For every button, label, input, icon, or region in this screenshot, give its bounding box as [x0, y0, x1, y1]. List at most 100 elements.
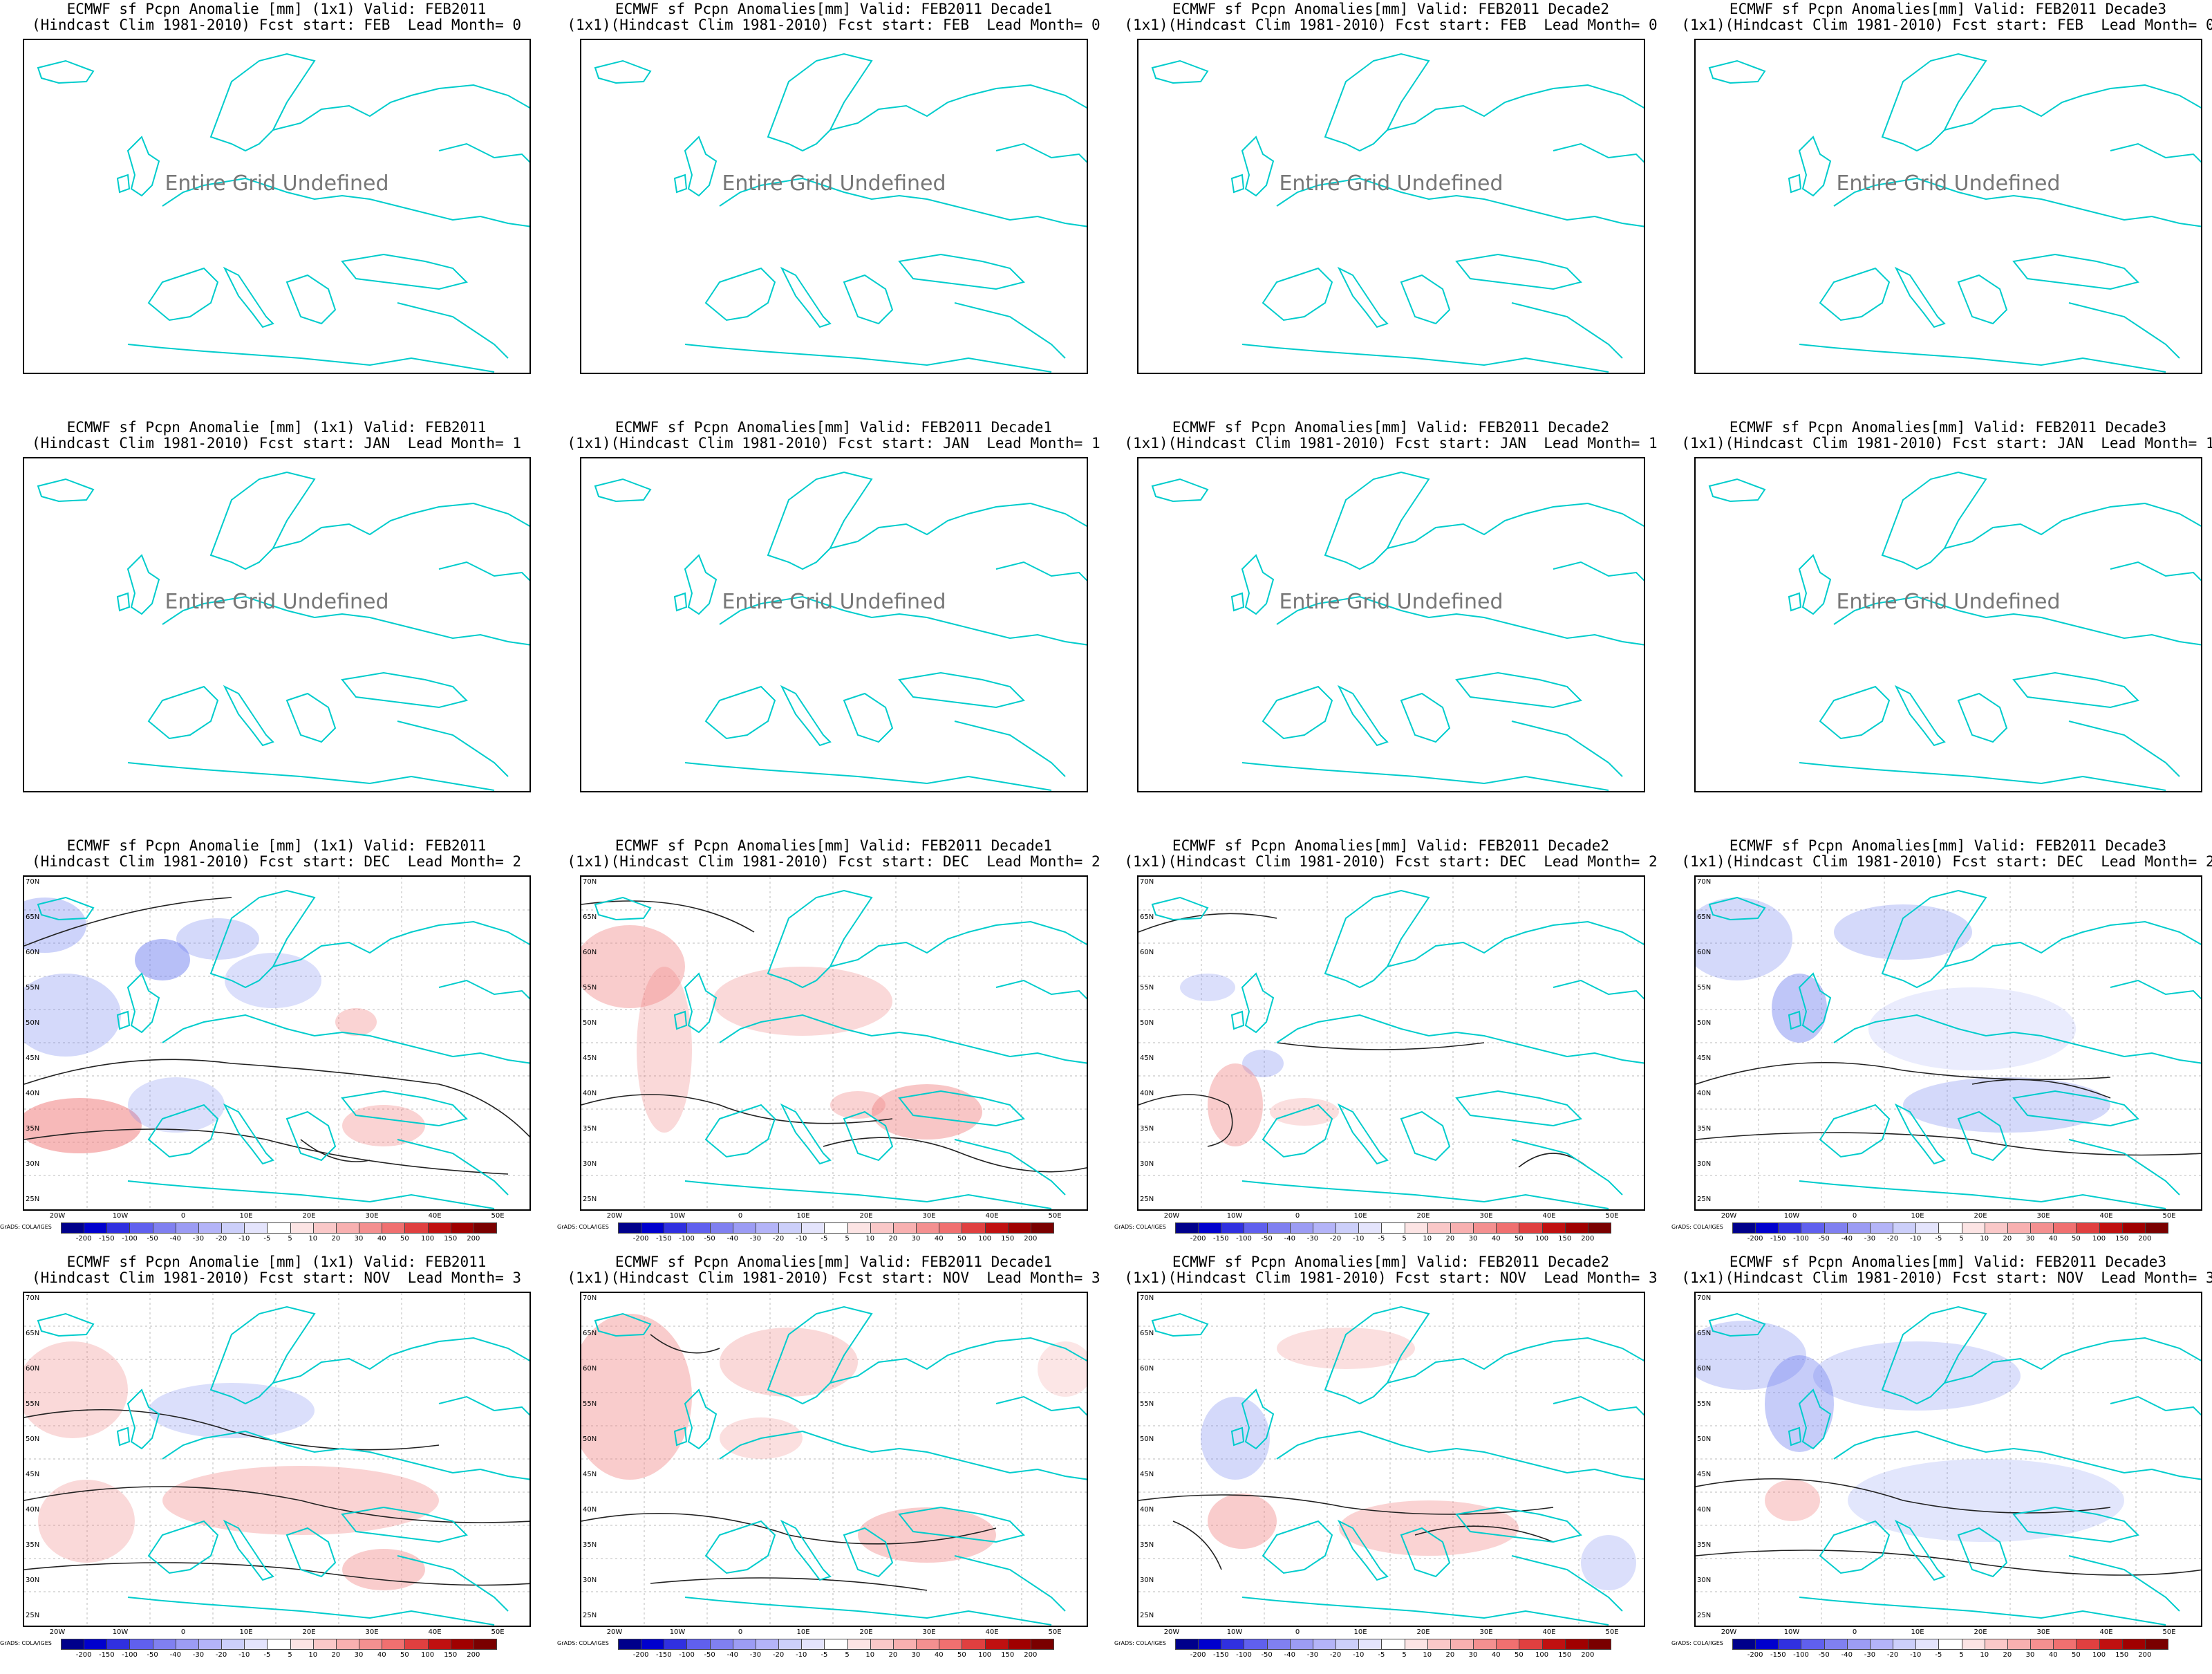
anomaly-shading — [858, 1507, 996, 1563]
colorbar-swatch — [267, 1222, 291, 1234]
europe-map — [37, 471, 529, 791]
colorbar-tick: -40 — [1841, 1235, 1853, 1243]
coastline — [1276, 1430, 1644, 1480]
lat-label: 50N — [1697, 1019, 1712, 1027]
anomaly-shading — [1277, 1328, 1415, 1369]
colorbar-tick: -30 — [1306, 1235, 1319, 1243]
lat-label: 40N — [1697, 1090, 1712, 1097]
lat-label: 70N — [26, 1294, 40, 1302]
lon-label: 0 — [180, 1628, 186, 1636]
colorbar-swatch — [1335, 1639, 1360, 1650]
coastline — [1894, 1519, 1946, 1581]
coastline — [37, 478, 95, 503]
lon-label: 20E — [1974, 1212, 1987, 1220]
colorbar-tick: -20 — [215, 1235, 227, 1243]
coastline — [1957, 692, 2008, 743]
coastline — [1511, 1139, 1623, 1196]
colorbar-swatch — [962, 1639, 986, 1650]
lon-label: 20W — [606, 1628, 623, 1636]
colorbar-swatch — [312, 1222, 337, 1234]
colorbar-swatch — [801, 1639, 825, 1650]
lat-label: 30N — [583, 1577, 597, 1584]
map-plot-area: 70N 65N 60N 55N 50N 45N 40N 35N 30N 25N — [1137, 875, 1645, 1211]
colorbar-tick: -5 — [1935, 1235, 1942, 1243]
colorbar-tick: 100 — [1535, 1651, 1549, 1659]
colorbar-tick: 200 — [1581, 1235, 1595, 1243]
colorbar-tick: -5 — [1378, 1651, 1385, 1659]
colorbar-swatch — [1496, 1222, 1520, 1234]
colorbar-swatch — [1473, 1222, 1497, 1234]
colorbar-tick: -10 — [1910, 1651, 1922, 1659]
contour-line — [24, 1486, 529, 1523]
coastline — [1798, 136, 1832, 197]
colorbar-swatch — [1007, 1639, 1031, 1650]
coastline — [767, 889, 873, 989]
coastline — [126, 1388, 160, 1450]
map-panel: ECMWF sf Pcpn Anomalies[mm] Valid: FEB20… — [557, 1253, 1110, 1661]
lat-label: 60N — [1140, 1365, 1154, 1373]
coastline — [843, 1527, 894, 1578]
lat-label: 70N — [1140, 1294, 1154, 1302]
lon-label: 20W — [49, 1628, 66, 1636]
anomaly-shading — [637, 967, 692, 1133]
contour-line — [1138, 913, 1277, 933]
colorbar-swatch — [1030, 1222, 1054, 1234]
colorbar-swatch — [290, 1639, 314, 1650]
lat-label: 50N — [583, 1435, 597, 1443]
lon-label: 10E — [796, 1212, 810, 1220]
panel-subtitle: (1x1)(Hindcast Clim 1981-2010) Fcst star… — [1681, 853, 2212, 870]
lon-label: 30E — [2036, 1628, 2050, 1636]
map-panel: ECMWF sf Pcpn Anomalie [mm] (1x1) Valid:… — [0, 1253, 553, 1661]
anomaly-shading — [135, 939, 190, 980]
colorbar-tick: 50 — [400, 1235, 409, 1243]
lon-label: 20E — [1416, 1628, 1430, 1636]
coastline — [1788, 1426, 1802, 1447]
colorbar-tick: -100 — [679, 1651, 695, 1659]
lat-label: 25N — [26, 1196, 40, 1203]
panel-subtitle: (Hindcast Clim 1981-2010) Fcst start: JA… — [31, 435, 521, 452]
coastline — [1324, 53, 1430, 152]
colorbar: -200 -150 -100 -50 -40 -30 -20 -10 -5 5 10 20 30 40 50… — [1732, 1639, 2168, 1659]
colorbar-swatch — [290, 1222, 314, 1234]
coastline — [162, 1430, 529, 1480]
contour-line — [1696, 1061, 2111, 1085]
europe-map — [1696, 877, 2201, 1209]
anomaly-shading — [1813, 1341, 2021, 1411]
lat-label: 55N — [1697, 1400, 1712, 1408]
lat-label: 70N — [1140, 878, 1154, 886]
anomaly-shading — [335, 1008, 377, 1036]
colorbar-swatch — [1564, 1639, 1588, 1650]
lon-label: 10W — [669, 1628, 686, 1636]
colorbar-tick: 200 — [1024, 1651, 1038, 1659]
coastline — [995, 1395, 1087, 1416]
coastline — [1241, 762, 1609, 791]
lat-label: 40N — [583, 1506, 597, 1514]
lon-label: 10W — [112, 1628, 129, 1636]
colorbar-swatch — [335, 1639, 360, 1650]
colorbar-swatch — [2030, 1639, 2054, 1650]
contour-line — [1138, 1494, 1554, 1515]
coastline — [1708, 896, 1766, 921]
coastline — [719, 177, 1087, 227]
colorbar-swatch — [916, 1222, 940, 1234]
coastline — [1400, 1110, 1451, 1162]
lat-label: 30N — [583, 1160, 597, 1168]
map-panel: ECMWF sf Pcpn Anomalies[mm] Valid: FEB20… — [1114, 418, 1667, 826]
colorbar-swatch — [1984, 1639, 2008, 1650]
lon-label: 10W — [1783, 1628, 1800, 1636]
coastline — [704, 1104, 776, 1158]
lon-label: 50E — [2162, 1628, 2176, 1636]
coastline — [1455, 253, 1582, 290]
lat-label: 30N — [1697, 1577, 1712, 1584]
panel-title: ECMWF sf Pcpn Anomalies[mm] Valid: FEB20… — [1172, 419, 1610, 436]
europe-map — [581, 877, 1087, 1209]
colorbar-tick: 20 — [331, 1235, 341, 1243]
coastline — [1798, 554, 1832, 615]
coastline — [830, 502, 1087, 549]
lon-label: 10E — [1353, 1628, 1367, 1636]
map-plot-area: Entire Grid Undefined — [580, 457, 1088, 792]
coastline — [1788, 592, 1802, 612]
colorbar-swatch — [106, 1639, 131, 1650]
coastline — [1337, 266, 1389, 328]
coastline — [1957, 274, 2008, 325]
